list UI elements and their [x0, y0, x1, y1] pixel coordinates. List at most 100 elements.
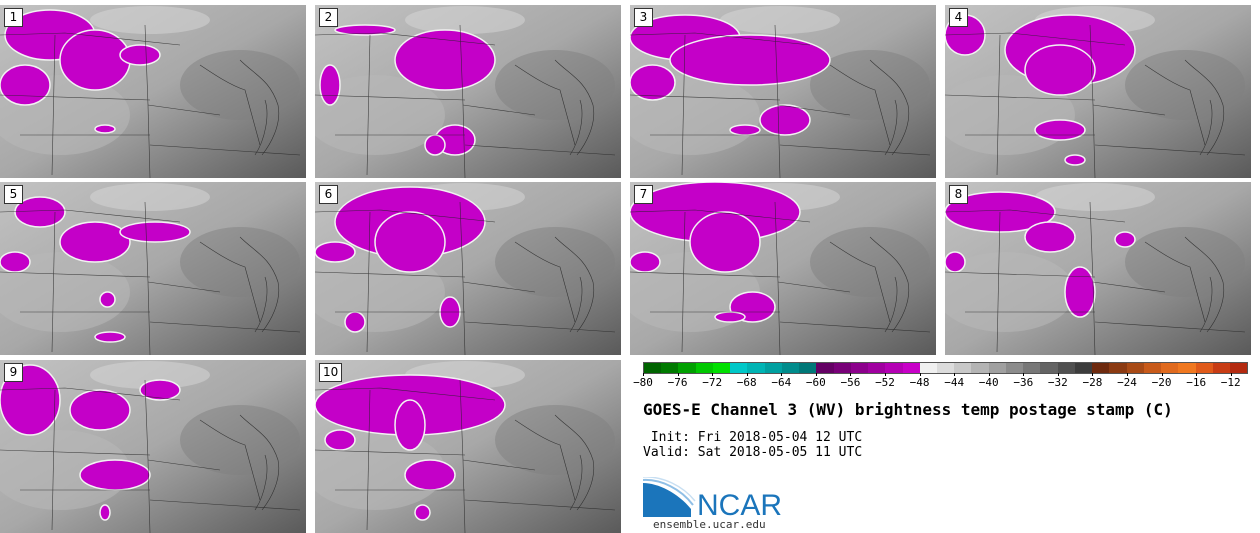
colorbar-tick-label: −64 — [771, 376, 792, 389]
state-borders — [0, 201, 301, 355]
valid-time: Valid: Sat 2018-05-05 11 UTC — [643, 445, 863, 460]
colorbar-tick-mark — [815, 373, 817, 376]
colorbar-tick-label: −36 — [1013, 376, 1034, 389]
colorbar-tick-mark — [643, 373, 644, 376]
colorbar-tick-mark — [677, 373, 679, 376]
state-borders — [630, 24, 931, 178]
colorbar-segment — [1023, 363, 1041, 373]
colorbar-tick-label: −52 — [875, 376, 895, 389]
member-number: 6 — [319, 185, 338, 204]
colorbar-tick-mark — [850, 373, 852, 376]
colorbar-segment — [695, 363, 713, 373]
colorbar-segment — [1092, 363, 1110, 373]
colorbar-segment — [678, 363, 696, 373]
colorbar-segment — [1057, 363, 1075, 373]
member-number: 9 — [4, 363, 23, 382]
colorbar-tick-label: −80 — [633, 376, 653, 389]
colorbar-segment — [954, 363, 972, 373]
colorbar-tick-mark — [1092, 373, 1094, 376]
colorbar-tick-mark — [1161, 373, 1163, 376]
colorbar-segment — [885, 363, 903, 373]
member-panel: 8 — [945, 182, 1251, 355]
colorbar-segment — [1195, 363, 1213, 373]
state-borders — [315, 24, 616, 178]
colorbar-segment — [712, 363, 731, 373]
colorbar-segment — [1212, 363, 1230, 373]
state-borders — [0, 379, 301, 533]
plot-title: GOES-E Channel 3 (WV) brightness temp po… — [643, 400, 1173, 419]
site-url: ensemble.ucar.edu — [653, 518, 766, 531]
wv-imagery-map — [0, 360, 306, 533]
wv-imagery-map — [945, 182, 1251, 355]
colorbar-segment — [971, 363, 989, 373]
colorbar-tick-label: −76 — [667, 376, 688, 389]
colorbar-tick-label: −28 — [1082, 376, 1103, 389]
colorbar-segment — [988, 363, 1006, 373]
colorbar-segment — [1229, 363, 1248, 373]
colorbar-segment — [936, 363, 955, 373]
member-number: 1 — [4, 8, 23, 27]
colorbar-segment — [1178, 363, 1196, 373]
colorbar-tick-mark — [1230, 373, 1232, 376]
wv-imagery-map — [630, 182, 936, 355]
member-panel: 3 — [630, 5, 936, 178]
colorbar-tick-mark — [919, 373, 921, 376]
colorbar-segment — [1040, 363, 1058, 373]
colorbar-segment — [1109, 363, 1127, 373]
colorbar-segment — [1126, 363, 1144, 373]
member-panel: 2 — [315, 5, 621, 178]
wv-imagery-map — [315, 182, 621, 355]
init-time: Init: Fri 2018-05-04 12 UTC — [643, 430, 863, 445]
wv-imagery-map — [0, 5, 306, 178]
colorbar-segment — [661, 363, 679, 373]
member-number: 5 — [4, 185, 23, 204]
wv-imagery-map — [945, 5, 1251, 178]
colorbar-segment — [868, 363, 886, 373]
ncar-logo-text: NCAR — [697, 489, 782, 519]
colorbar-segment — [764, 363, 782, 373]
state-borders — [0, 24, 301, 178]
member-number: 7 — [634, 185, 653, 204]
colorbar — [643, 362, 1248, 374]
state-borders — [630, 201, 931, 355]
colorbar-segment — [1143, 363, 1162, 373]
colorbar-ticks: −80 −76 −72 −68 −64 −60 −56 −52 −48 −44 −40 −36 −32 −… — [633, 373, 1248, 392]
colorbar-tick-mark — [712, 373, 714, 376]
colorbar-segment — [902, 363, 920, 373]
member-panel: 5 — [0, 182, 306, 355]
colorbar-tick-label: −32 — [1047, 376, 1068, 389]
colorbar-tick-label: −60 — [805, 376, 826, 389]
colorbar-segment — [1074, 363, 1093, 373]
colorbar-tick-mark — [1057, 373, 1059, 376]
colorbar-tick-label: −56 — [840, 376, 861, 389]
wv-imagery-map — [0, 182, 306, 355]
state-borders — [315, 201, 616, 355]
colorbar-tick-mark — [1023, 373, 1025, 376]
colorbar-tick-label: −24 — [1117, 376, 1137, 389]
colorbar-tick-label: −48 — [909, 376, 930, 389]
colorbar-tick-label: −40 — [978, 376, 999, 389]
colorbar-tick-label: −72 — [702, 376, 723, 389]
wv-imagery-map — [315, 360, 621, 533]
colorbar-segment — [850, 363, 869, 373]
colorbar-tick-mark — [1127, 373, 1128, 376]
member-panel: 4 — [945, 5, 1251, 178]
member-panel: 9 — [0, 360, 306, 533]
member-number: 10 — [319, 363, 343, 382]
colorbar-tick-mark — [1196, 373, 1198, 376]
colorbar-tick-mark — [954, 373, 956, 376]
wv-imagery-map — [315, 5, 621, 178]
colorbar-tick-mark — [988, 373, 990, 376]
member-number: 3 — [634, 8, 653, 27]
state-borders — [945, 24, 1246, 178]
wv-imagery-map — [630, 5, 936, 178]
state-borders — [315, 379, 616, 533]
member-panel: 1 — [0, 5, 306, 178]
colorbar-tick-label: −20 — [1151, 376, 1172, 389]
colorbar-segment — [730, 363, 748, 373]
colorbar-tick-label: −16 — [1186, 376, 1207, 389]
member-number: 4 — [949, 8, 968, 27]
colorbar-segment — [919, 363, 937, 373]
colorbar-segment — [1161, 363, 1179, 373]
colorbar-tick-mark — [746, 373, 748, 376]
